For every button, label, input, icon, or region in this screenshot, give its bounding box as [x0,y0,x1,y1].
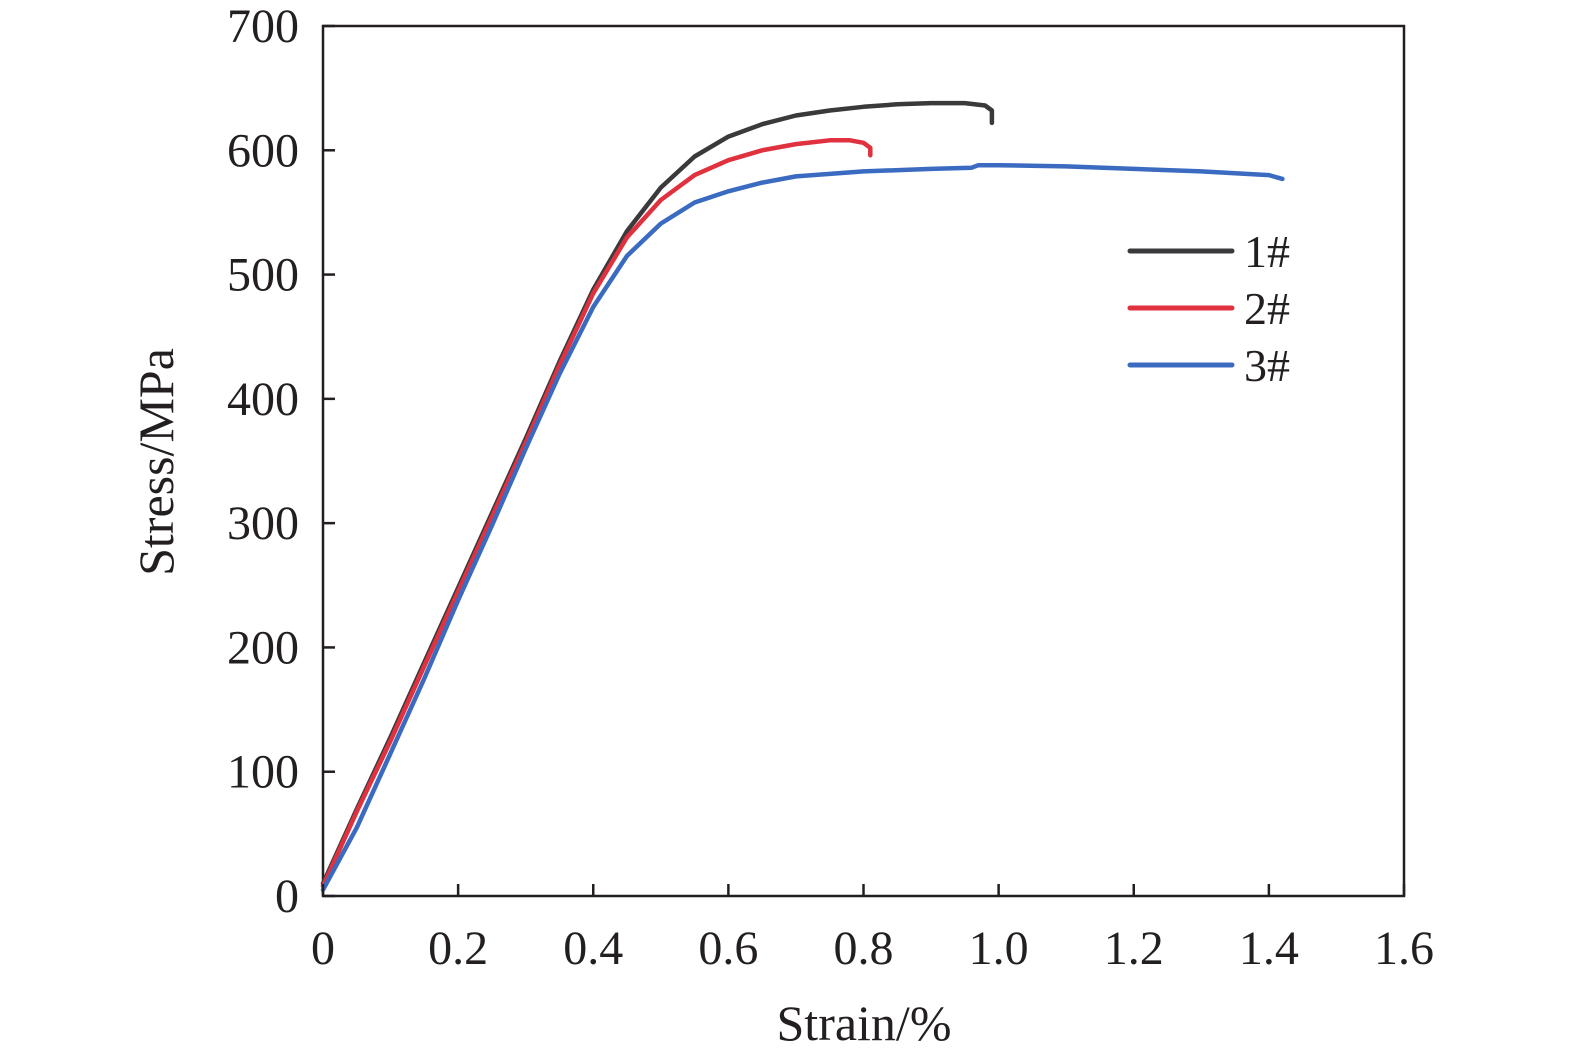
y-tick-label: 700 [227,0,299,53]
x-tick-label: 0 [311,922,335,975]
x-tick-label: 1.2 [1104,922,1164,975]
y-tick-label: 200 [227,621,299,674]
x-axis-ticks: 0 0.2 0.4 0.6 0.8 1.0 1.2 1.4 1.6 [311,884,1434,975]
series-line-2 [320,138,873,889]
y-tick-label: 400 [227,373,299,426]
plot-area [321,24,1406,898]
x-axis-label: Strain/% [777,995,952,1051]
series-line-3 [320,162,1285,893]
x-tick-label: 1.6 [1374,922,1434,975]
legend-label-3: 3# [1244,340,1290,391]
legend: 1# 2# 3# [1127,226,1290,391]
y-axis-ticks: 0 100 200 300 400 500 600 700 [227,0,335,923]
y-tick-label: 600 [227,124,299,177]
y-tick-label: 0 [275,870,299,923]
y-tick-label: 100 [227,746,299,799]
series-line-1 [320,100,995,886]
x-tick-label: 0.2 [428,922,488,975]
x-tick-label: 0.8 [834,922,894,975]
x-tick-label: 1.4 [1239,922,1299,975]
y-tick-label: 300 [227,497,299,550]
x-tick-label: 0.6 [698,922,758,975]
plot-frame [321,24,1406,898]
legend-label-1: 1# [1244,226,1290,277]
legend-label-2: 2# [1244,283,1290,334]
x-tick-label: 1.0 [969,922,1029,975]
series-group [320,100,1285,893]
y-tick-label: 500 [227,249,299,302]
x-tick-label: 0.4 [563,922,623,975]
y-axis-label: Stress/MPa [128,348,184,576]
